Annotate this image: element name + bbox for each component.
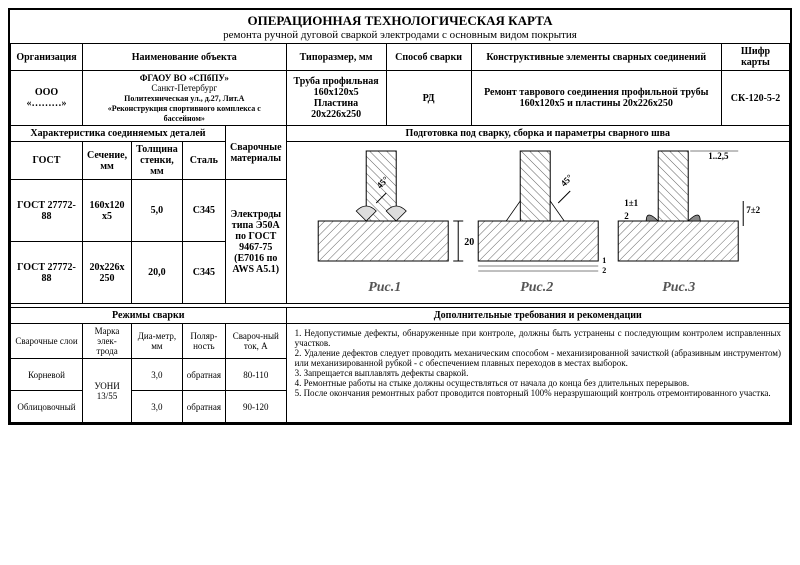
svg-text:1..2,5: 1..2,5 [708, 151, 729, 161]
hdr-materials: Сварочные материалы [225, 126, 286, 180]
hdr-method: Способ сварки [386, 44, 471, 71]
thickness-2: 20,0 [132, 242, 183, 304]
val-org: ООО «………» [11, 71, 83, 126]
layer-1: Корневой [11, 359, 83, 391]
hdr-prep: Подготовка под сварку, сборка и параметр… [286, 126, 789, 142]
hdr-layers: Сварочные слои [11, 324, 83, 359]
dia-2: 3,0 [132, 391, 183, 423]
hdr-polarity: Поляр-ность [182, 324, 225, 359]
gost-1: ГОСТ 27772-88 [11, 180, 83, 242]
polarity-2: обратная [182, 391, 225, 423]
section-2: 20х226х 250 [83, 242, 132, 304]
hdr-org: Организация [11, 44, 83, 71]
svg-text:Рис.3: Рис.3 [662, 280, 695, 295]
card-title: ОПЕРАЦИОННАЯ ТЕХНОЛОГИЧЕСКАЯ КАРТА [15, 13, 786, 29]
weld-diagrams: 45° 20 Рис.1 45° 1 [287, 143, 789, 303]
val-joint: Ремонт таврового соединения профильной т… [471, 71, 721, 126]
material-text: Электроды типа Э50А по ГОСТ 9467-75 (Е70… [225, 180, 286, 304]
main-table: ОПЕРАЦИОННАЯ ТЕХНОЛОГИЧЕСКАЯ КАРТА ремон… [10, 10, 790, 423]
svg-text:1: 1 [602, 256, 606, 265]
thickness-1: 5,0 [132, 180, 183, 242]
hdr-modes: Режимы сварки [11, 308, 287, 324]
svg-text:Рис.1: Рис.1 [368, 280, 401, 295]
val-code: СК-120-5-2 [722, 71, 790, 126]
svg-text:2: 2 [624, 211, 629, 221]
gost-2: ГОСТ 27772-88 [11, 242, 83, 304]
val-object: ФГАОУ ВО «СПбПУ» Санкт-Петербург Политех… [83, 71, 287, 126]
hdr-size: Типоразмер, мм [286, 44, 386, 71]
requirements-text: 1. Недопустимые дефекты, обнаруженные пр… [286, 324, 789, 423]
polarity-1: обратная [182, 359, 225, 391]
hdr-reqs: Дополнительные требования и рекомендации [286, 308, 789, 324]
hdr-dia: Диа-метр, мм [132, 324, 183, 359]
brand: УОНИ 13/55 [83, 359, 132, 423]
hdr-steel: Сталь [182, 142, 225, 180]
svg-text:2: 2 [602, 266, 606, 275]
hdr-code: Шифр карты [722, 44, 790, 71]
hdr-parts: Характеристика соединяемых деталей [11, 126, 226, 142]
svg-text:7±2: 7±2 [746, 205, 760, 215]
current-1: 80-110 [225, 359, 286, 391]
steel-2: С345 [182, 242, 225, 304]
svg-text:1±1: 1±1 [624, 198, 638, 208]
hdr-brand: Марка элек-трода [83, 324, 132, 359]
hdr-current: Свароч-ный ток, А [225, 324, 286, 359]
hdr-section: Сечение, мм [83, 142, 132, 180]
steel-1: С345 [182, 180, 225, 242]
diagram-area: 45° 20 Рис.1 45° 1 [286, 142, 789, 304]
svg-text:Рис.2: Рис.2 [520, 280, 553, 295]
current-2: 90-120 [225, 391, 286, 423]
card-outer: ОПЕРАЦИОННАЯ ТЕХНОЛОГИЧЕСКАЯ КАРТА ремон… [8, 8, 792, 425]
svg-text:45°: 45° [558, 172, 574, 188]
val-method: РД [386, 71, 471, 126]
layer-2: Облицовочный [11, 391, 83, 423]
dia-1: 3,0 [132, 359, 183, 391]
section-1: 160х120 х5 [83, 180, 132, 242]
hdr-joint: Конструктивные элементы сварных соединен… [471, 44, 721, 71]
card-subtitle: ремонта ручной дуговой сваркой электрода… [15, 29, 786, 41]
svg-text:20: 20 [464, 237, 474, 248]
hdr-object: Наименование объекта [83, 44, 287, 71]
hdr-thickness: Толщина стенки, мм [132, 142, 183, 180]
val-size: Труба профильная 160х120х5 Пластина 20х2… [286, 71, 386, 126]
hdr-gost: ГОСТ [11, 142, 83, 180]
